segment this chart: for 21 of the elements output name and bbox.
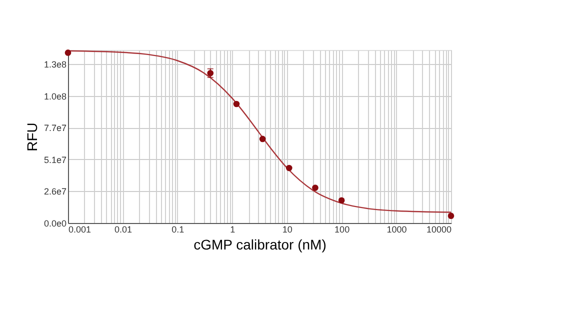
y-tick-label: 1.0e8 [44,91,66,102]
y-tick-label: 2.6e7 [44,186,66,197]
x-tick-label: 10000 [426,224,452,234]
x-tick-label: 0.01 [114,224,132,234]
y-tick-label: 7.7e7 [44,123,66,134]
x-tick-label: 0.1 [172,224,184,234]
point [312,184,318,191]
x-tick-label: 1000 [386,224,407,234]
x-axis-title: cGMP calibrator (nM) [194,236,326,252]
y-tick-label: 5.1e7 [44,154,66,165]
y-axis-title: RFU [24,122,40,152]
y-tick-label: 0.0e0 [44,218,66,228]
point [338,197,345,204]
point [259,136,266,142]
x-tick-label: 0.001 [68,224,92,234]
x-tick-label: 100 [334,224,350,234]
x-tick-label: 1 [230,224,236,234]
x-tick-label: 10 [282,224,292,234]
y-tick-label: 1.3e8 [44,60,66,70]
point [286,164,292,172]
point [233,100,240,108]
